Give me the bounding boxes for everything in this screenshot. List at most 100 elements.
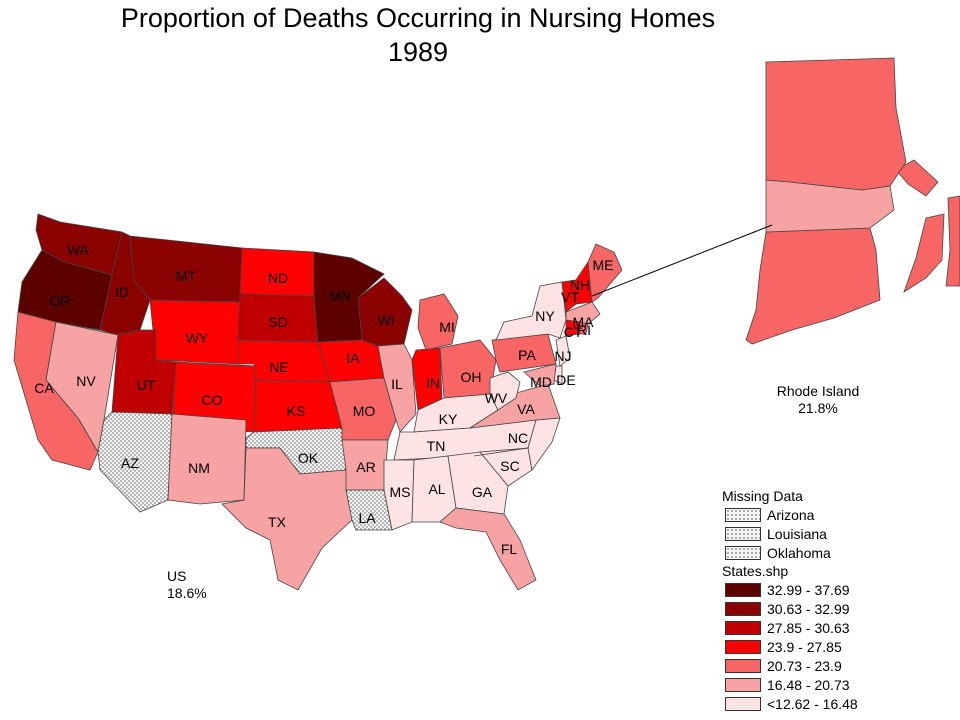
legend-swatch [725,526,761,541]
legend-class-item: 23.9 - 27.85 [722,637,958,656]
state-md [523,363,557,387]
legend-class-item: <12.62 - 16.48 [722,694,958,713]
state-label-ok: OK [298,450,319,466]
legend-missing-label: Arizona [767,506,815,523]
inset-state-value: 21.8% [798,400,838,416]
state-label-az: AZ [121,455,139,471]
inset-rhode-island-east [895,159,939,197]
legend-swatch [725,545,761,560]
legend-swatch [725,601,761,616]
state-label-tx: TX [268,514,287,530]
state-tx [221,447,353,591]
state-label-md: MD [530,374,552,390]
rhode-island-inset [591,57,960,345]
us-summary-label: US [167,568,187,584]
state-label-in: IN [426,375,440,391]
state-label-fl: FL [501,541,518,557]
legend-swatch [725,658,761,673]
legend-class-label: 20.73 - 23.9 [767,657,842,674]
legend-class-label: 23.9 - 27.85 [767,638,842,655]
state-label-la: LA [358,510,376,526]
state-label-pa: PA [518,347,536,363]
state-label-oh: OH [461,369,482,385]
legend-class-label: <12.62 - 16.48 [767,695,858,712]
state-ny [495,281,567,341]
legend-class-item: 30.63 - 32.99 [722,599,958,618]
state-mi [417,293,459,351]
us-summary: US 18.6% [167,568,207,602]
state-wi [357,277,413,347]
state-la [345,489,393,531]
state-label-ne: NE [269,359,288,375]
map-title: Proportion of Deaths Occurring in Nursin… [120,3,716,33]
map-year: 1989 [387,37,449,67]
state-label-ca: CA [34,380,54,396]
state-label-nh: NH [570,277,590,293]
state-label-or: OR [50,293,71,309]
legend-missing-title: Missing Data [722,488,803,504]
legend-class-label: 32.99 - 37.69 [767,581,850,598]
state-label-ga: GA [472,484,493,500]
state-nj [555,335,571,367]
state-nc [473,417,561,472]
state-label-il: IL [391,376,403,392]
state-fl [439,507,537,591]
state-label-tn: TN [427,438,446,454]
state-label-mi: MI [439,319,455,335]
legend-missing-item: Louisiana [722,524,958,543]
state-ma [565,301,601,325]
state-label-ct: CT [564,324,583,340]
legend-swatch [725,677,761,692]
state-label-vt: VT [561,289,579,305]
state-label-id: ID [115,284,129,300]
state-label-de: DE [556,372,575,388]
state-label-ma: MA [573,314,595,330]
inset-rhode-island-coast [945,195,960,287]
state-label-ms: MS [390,484,411,500]
state-label-al: AL [428,481,445,497]
inset-caption: Rhode Island 21.8% [768,383,868,417]
legend-classes-title: States.shp [722,563,789,579]
state-ri [577,321,589,335]
inset-leader-line [591,224,773,297]
state-label-sc: SC [500,458,519,474]
state-nm [167,413,247,505]
state-ms [383,459,415,531]
state-label-ri: RI [577,322,591,338]
inset-aquidneck-island [903,213,945,293]
state-label-ks: KS [287,403,306,419]
inset-rhode-island-mainland [745,227,881,345]
states-layer: WA OR CA NV ID MT WY UT CO AZ NM ND SD NE KS OK TX MN IA MO… [13,213,623,591]
state-label-nd: ND [268,270,288,286]
legend-class-item: 27.85 - 30.63 [722,618,958,637]
legend-class-label: 27.85 - 30.63 [767,619,850,636]
state-label-mt: MT [176,268,197,284]
state-label-nv: NV [76,373,96,389]
state-label-wy: WY [186,330,209,346]
state-label-nc: NC [508,430,528,446]
state-label-wa: WA [67,242,90,258]
legend-missing-label: Louisiana [767,525,827,542]
state-label-sd: SD [268,314,287,330]
legend-swatch [725,582,761,597]
state-label-nj: NJ [554,348,571,364]
legend-missing-item: Oklahoma [722,543,958,562]
state-label-ar: AR [356,459,375,475]
legend-missing-label: Oklahoma [767,544,831,561]
legend-class-label: 16.48 - 20.73 [767,676,850,693]
state-label-ky: KY [439,411,458,427]
state-label-nm: NM [188,460,210,476]
us-summary-value: 18.6% [167,585,207,601]
state-ga [447,451,509,515]
legend-class-item: 16.48 - 20.73 [722,675,958,694]
state-label-ut: UT [137,377,156,393]
state-label-wv: WV [485,390,508,406]
state-label-wi: WI [377,312,394,328]
state-label-mo: MO [353,403,376,419]
legend-class-item: 32.99 - 37.69 [722,580,958,599]
legend-swatch [725,639,761,654]
legend: Missing Data Arizona Louisiana Oklahoma St… [722,487,958,713]
inset-massachusetts [765,57,907,191]
legend-swatch [725,620,761,635]
